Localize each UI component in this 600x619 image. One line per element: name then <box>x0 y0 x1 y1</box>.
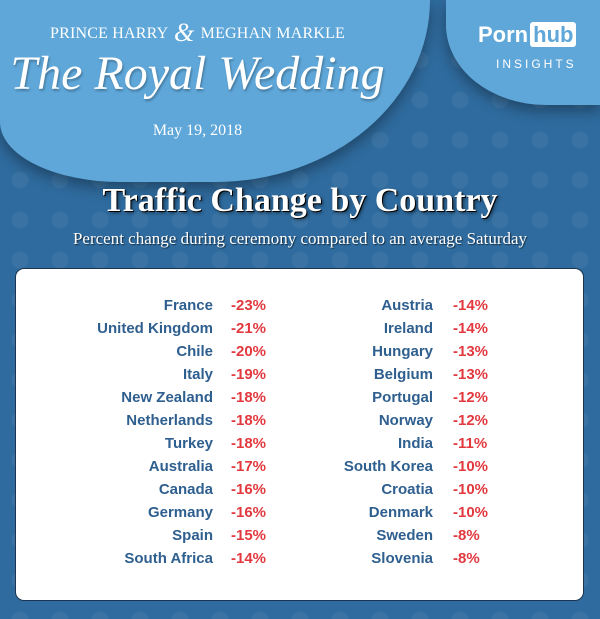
table-row: Croatia -10% <box>16 479 488 501</box>
country-name: Ireland <box>383 320 433 337</box>
bride-name: MEGHAN MARKLE <box>200 25 346 42</box>
country-name: Portugal <box>372 389 433 406</box>
table-row: Denmark -10% <box>16 502 488 524</box>
traffic-change-value: -16% <box>231 481 267 498</box>
country-name: South Korea <box>343 458 433 475</box>
couple-names: PRINCE HARRY & MEGHAN MARKLE <box>0 18 395 48</box>
country-name: Austria <box>381 297 433 314</box>
table-row: South Africa -14% <box>16 548 266 570</box>
traffic-change-value: -11% <box>453 435 488 452</box>
country-name: United Kingdom <box>97 320 213 337</box>
country-name: Sweden <box>376 527 433 544</box>
country-name: India <box>397 435 433 452</box>
country-name: Turkey <box>164 435 213 452</box>
traffic-change-value: -14% <box>453 297 489 314</box>
traffic-change-value: -12% <box>453 389 489 406</box>
traffic-change-value: -18% <box>231 389 267 406</box>
logo-part1: Porn <box>478 22 529 47</box>
chart-subtitle: Percent change during ceremony compared … <box>72 229 528 248</box>
table-row: India -11% <box>16 433 487 455</box>
table-row: Turkey -18% <box>16 433 266 455</box>
country-name: Netherlands <box>126 412 213 429</box>
traffic-change-value: -8% <box>453 527 480 544</box>
table-row: South Korea -10% <box>16 456 488 478</box>
table-row: Chile -20% <box>16 341 266 363</box>
traffic-change-value: -23% <box>231 297 267 314</box>
traffic-change-value: -18% <box>231 412 267 429</box>
country-name: New Zealand <box>121 389 213 406</box>
table-row: Germany -16% <box>16 502 266 524</box>
traffic-change-value: -19% <box>231 366 267 383</box>
event-title: The Royal Wedding <box>10 47 385 100</box>
country-name: Canada <box>158 481 213 498</box>
country-name: Chile <box>176 343 213 360</box>
logo-part2: hub <box>530 22 577 47</box>
table-row: Spain -15% <box>16 525 266 547</box>
table-row: Belgium -13% <box>16 364 488 386</box>
table-row: Austria -14% <box>16 295 488 317</box>
traffic-change-value: -14% <box>453 320 489 337</box>
table-row: Hungary -13% <box>16 341 488 363</box>
table-row: Ireland -14% <box>16 318 488 340</box>
table-row: New Zealand -18% <box>16 387 266 409</box>
ampersand: & <box>174 18 195 47</box>
traffic-change-value: -15% <box>231 527 267 544</box>
traffic-change-value: -20% <box>231 343 267 360</box>
traffic-change-value: -21% <box>231 320 267 337</box>
country-name: South Africa <box>124 550 213 567</box>
traffic-change-value: -10% <box>453 458 489 475</box>
country-name: Slovenia <box>371 550 433 567</box>
table-row: United Kingdom -21% <box>16 318 266 340</box>
logo-tagline: INSIGHTS <box>496 57 577 71</box>
table-row: Italy -19% <box>16 364 266 386</box>
table-row: Portugal -12% <box>16 387 488 409</box>
traffic-change-value: -8% <box>453 550 480 567</box>
traffic-change-value: -10% <box>453 481 489 498</box>
traffic-change-value: -10% <box>453 504 489 521</box>
country-name: Norway <box>378 412 433 429</box>
country-name: Hungary <box>372 343 433 360</box>
table-row: Sweden -8% <box>16 525 479 547</box>
traffic-change-value: -12% <box>453 412 489 429</box>
country-name: Italy <box>182 366 213 383</box>
country-name: France <box>163 297 213 314</box>
chart-title: Traffic Change by Country <box>102 182 498 219</box>
traffic-change-value: -13% <box>453 343 489 360</box>
table-row: Australia -17% <box>16 456 266 478</box>
country-name: Denmark <box>368 504 433 521</box>
groom-name: PRINCE HARRY <box>49 25 168 42</box>
traffic-change-value: -16% <box>231 504 267 521</box>
table-row: France -23% <box>16 295 266 317</box>
traffic-change-value: -18% <box>231 435 267 452</box>
country-name: Spain <box>172 527 213 544</box>
table-row: Norway -12% <box>16 410 488 432</box>
country-name: Australia <box>148 458 213 475</box>
country-name: Croatia <box>381 481 433 498</box>
traffic-change-value: -14% <box>231 550 267 567</box>
country-name: Belgium <box>373 366 433 383</box>
brand-logo: Porn hub <box>478 22 577 48</box>
table-row: Netherlands -18% <box>16 410 266 432</box>
country-name: Germany <box>147 504 213 521</box>
data-table-card: France -23% United Kingdom -21% Chile -20% Ita… <box>15 268 584 601</box>
table-row: Canada -16% <box>16 479 266 501</box>
table-row: Slovenia -8% <box>16 548 479 570</box>
event-date: May 19, 2018 <box>152 122 243 139</box>
traffic-change-value: -13% <box>453 366 489 383</box>
traffic-change-value: -17% <box>231 458 267 475</box>
